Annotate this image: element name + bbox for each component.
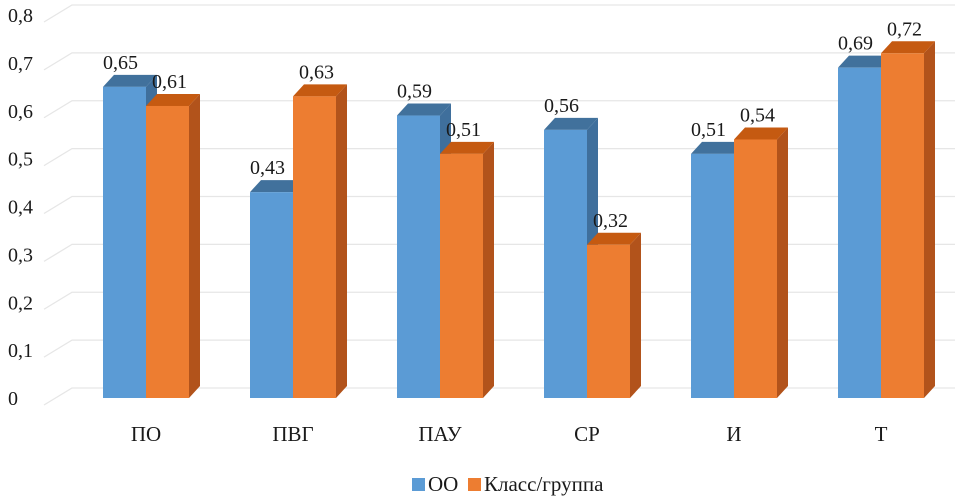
data-labels: 0,65 0,61 0,43 0,63 0,59 0,51 0,56 0,32 0,51 0,54… — [103, 18, 922, 232]
y-tick-label: 0 — [8, 388, 18, 410]
bar-front — [250, 192, 293, 398]
x-axis-categories: ПО ПВГ ПАУ СР И Т — [131, 422, 888, 446]
legend-label: Класс/группа — [484, 472, 604, 496]
gridline — [43, 100, 955, 119]
legend-swatch — [412, 478, 425, 491]
gridline — [43, 4, 955, 23]
y-tick-label: 0,1 — [8, 340, 33, 362]
gridline — [43, 195, 955, 215]
bar-front — [397, 115, 440, 398]
y-tick-label: 0,3 — [8, 244, 33, 266]
bar-front — [734, 139, 777, 398]
bar-front — [838, 67, 881, 398]
bar-class-0 — [146, 93, 200, 399]
bar-top — [587, 232, 641, 245]
bar-front — [691, 153, 734, 398]
gridline — [43, 291, 955, 310]
bar-top — [146, 93, 200, 106]
bar-side — [483, 141, 494, 398]
y-tick-label: 0,4 — [8, 197, 33, 219]
bar-front — [881, 53, 924, 399]
data-label: 0,72 — [887, 18, 922, 40]
bar-side — [630, 232, 641, 398]
bar-front — [440, 153, 483, 398]
bar-class-2 — [440, 141, 494, 398]
legend: ОО Класс/группа — [412, 472, 604, 496]
y-tick-label: 0,7 — [8, 53, 33, 75]
bar-front — [103, 86, 146, 398]
x-category-label: ПВГ — [272, 422, 313, 446]
y-tick-label: 0,6 — [8, 101, 33, 123]
gridline — [43, 52, 955, 71]
bar-oo-3 — [544, 117, 598, 399]
gridline — [43, 243, 955, 262]
data-label: 0,59 — [397, 81, 432, 103]
x-category-label: ПАУ — [418, 422, 461, 446]
bar-front — [544, 129, 587, 398]
bar-class-3 — [587, 232, 641, 398]
data-label: 0,65 — [103, 52, 138, 74]
bar-top — [838, 55, 892, 68]
gridline — [43, 387, 955, 406]
bars — [103, 41, 935, 399]
data-label: 0,51 — [691, 119, 726, 141]
bar-side — [777, 127, 788, 398]
bar-top — [691, 141, 745, 154]
data-label: 0,56 — [544, 95, 579, 117]
data-label: 0,32 — [593, 210, 628, 232]
data-label: 0,63 — [299, 61, 334, 83]
data-label: 0,69 — [838, 33, 873, 55]
data-label: 0,51 — [446, 119, 481, 141]
legend-label: ОО — [428, 472, 458, 496]
bar-top — [734, 127, 788, 140]
data-label: 0,43 — [250, 157, 285, 179]
legend-swatch — [468, 478, 481, 491]
bar-side — [924, 41, 935, 399]
gridline — [43, 339, 955, 358]
bar-top — [293, 84, 347, 97]
bar-top — [103, 74, 157, 87]
bar-front — [587, 244, 630, 398]
bar-top — [544, 117, 598, 130]
bar-front — [146, 105, 189, 399]
bar-class-4 — [734, 127, 788, 398]
bar-top — [397, 103, 451, 116]
y-tick-label: 0,8 — [8, 5, 33, 27]
gridlines — [43, 4, 955, 406]
data-label: 0,61 — [152, 71, 187, 93]
x-category-label: Т — [875, 422, 888, 446]
y-tick-label: 0,2 — [8, 292, 33, 314]
x-category-label: И — [726, 422, 741, 446]
bar-class-1 — [293, 84, 347, 398]
x-category-label: СР — [574, 422, 600, 446]
bar-side — [336, 84, 347, 398]
bar-top — [881, 41, 935, 54]
bar-class-5 — [881, 41, 935, 399]
bar-front — [293, 96, 336, 398]
bar-top — [440, 141, 494, 154]
y-axis-ticks: 0 0,1 0,2 0,3 0,4 0,5 0,6 0,7 0,8 — [8, 5, 33, 410]
data-label: 0,54 — [740, 104, 775, 126]
bar-top — [250, 180, 304, 193]
y-tick-label: 0,5 — [8, 149, 33, 171]
x-category-label: ПО — [131, 422, 161, 446]
bar-side — [189, 93, 200, 399]
gridline — [43, 147, 955, 167]
